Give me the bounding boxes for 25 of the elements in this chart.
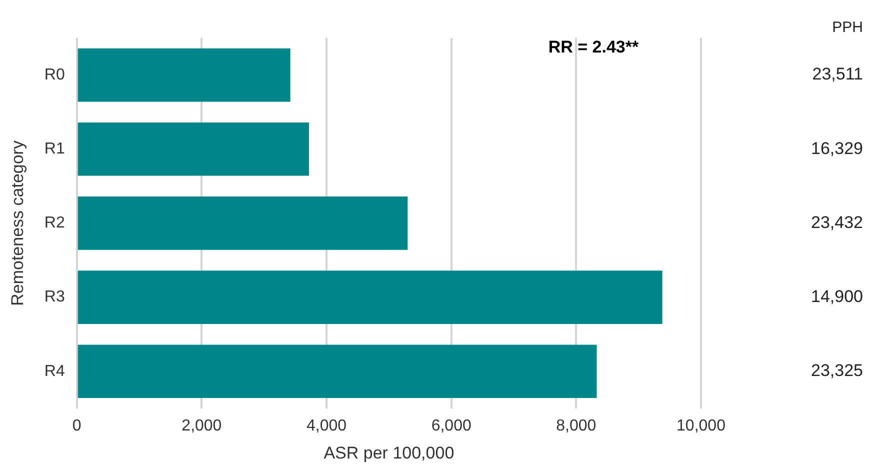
text: 23,325 [811, 361, 863, 380]
x-tick-label: 2,000 [182, 417, 222, 434]
x-tick-label: 6,000 [431, 417, 472, 434]
y-tick-label: R4 [44, 362, 65, 380]
text: 23,511 [812, 64, 863, 84]
bar [78, 270, 662, 324]
bar [78, 122, 310, 176]
bar [78, 196, 408, 250]
y-tick-label: R1 [44, 140, 65, 158]
y-tick-label: R3 [44, 288, 65, 306]
x-tick-label: 4,000 [306, 417, 347, 434]
y-tick-label: R2 [44, 214, 65, 232]
y-axis-title: Remoteness category [8, 140, 27, 306]
y-tick-label: R0 [44, 66, 65, 84]
x-axis-title: ASR per 100,000 [324, 443, 454, 462]
bar [78, 48, 290, 102]
x-tick-label: 0 [72, 417, 82, 434]
x-tick-label: 10,000 [676, 417, 726, 434]
text: 14,900 [811, 286, 863, 306]
bar [78, 344, 597, 398]
text: 23,432 [811, 212, 863, 232]
annotation: RR = 2.43** [548, 38, 639, 57]
text: 16,329 [811, 138, 863, 158]
text: PPH [832, 19, 863, 36]
x-tick-label: 8,000 [556, 417, 596, 434]
